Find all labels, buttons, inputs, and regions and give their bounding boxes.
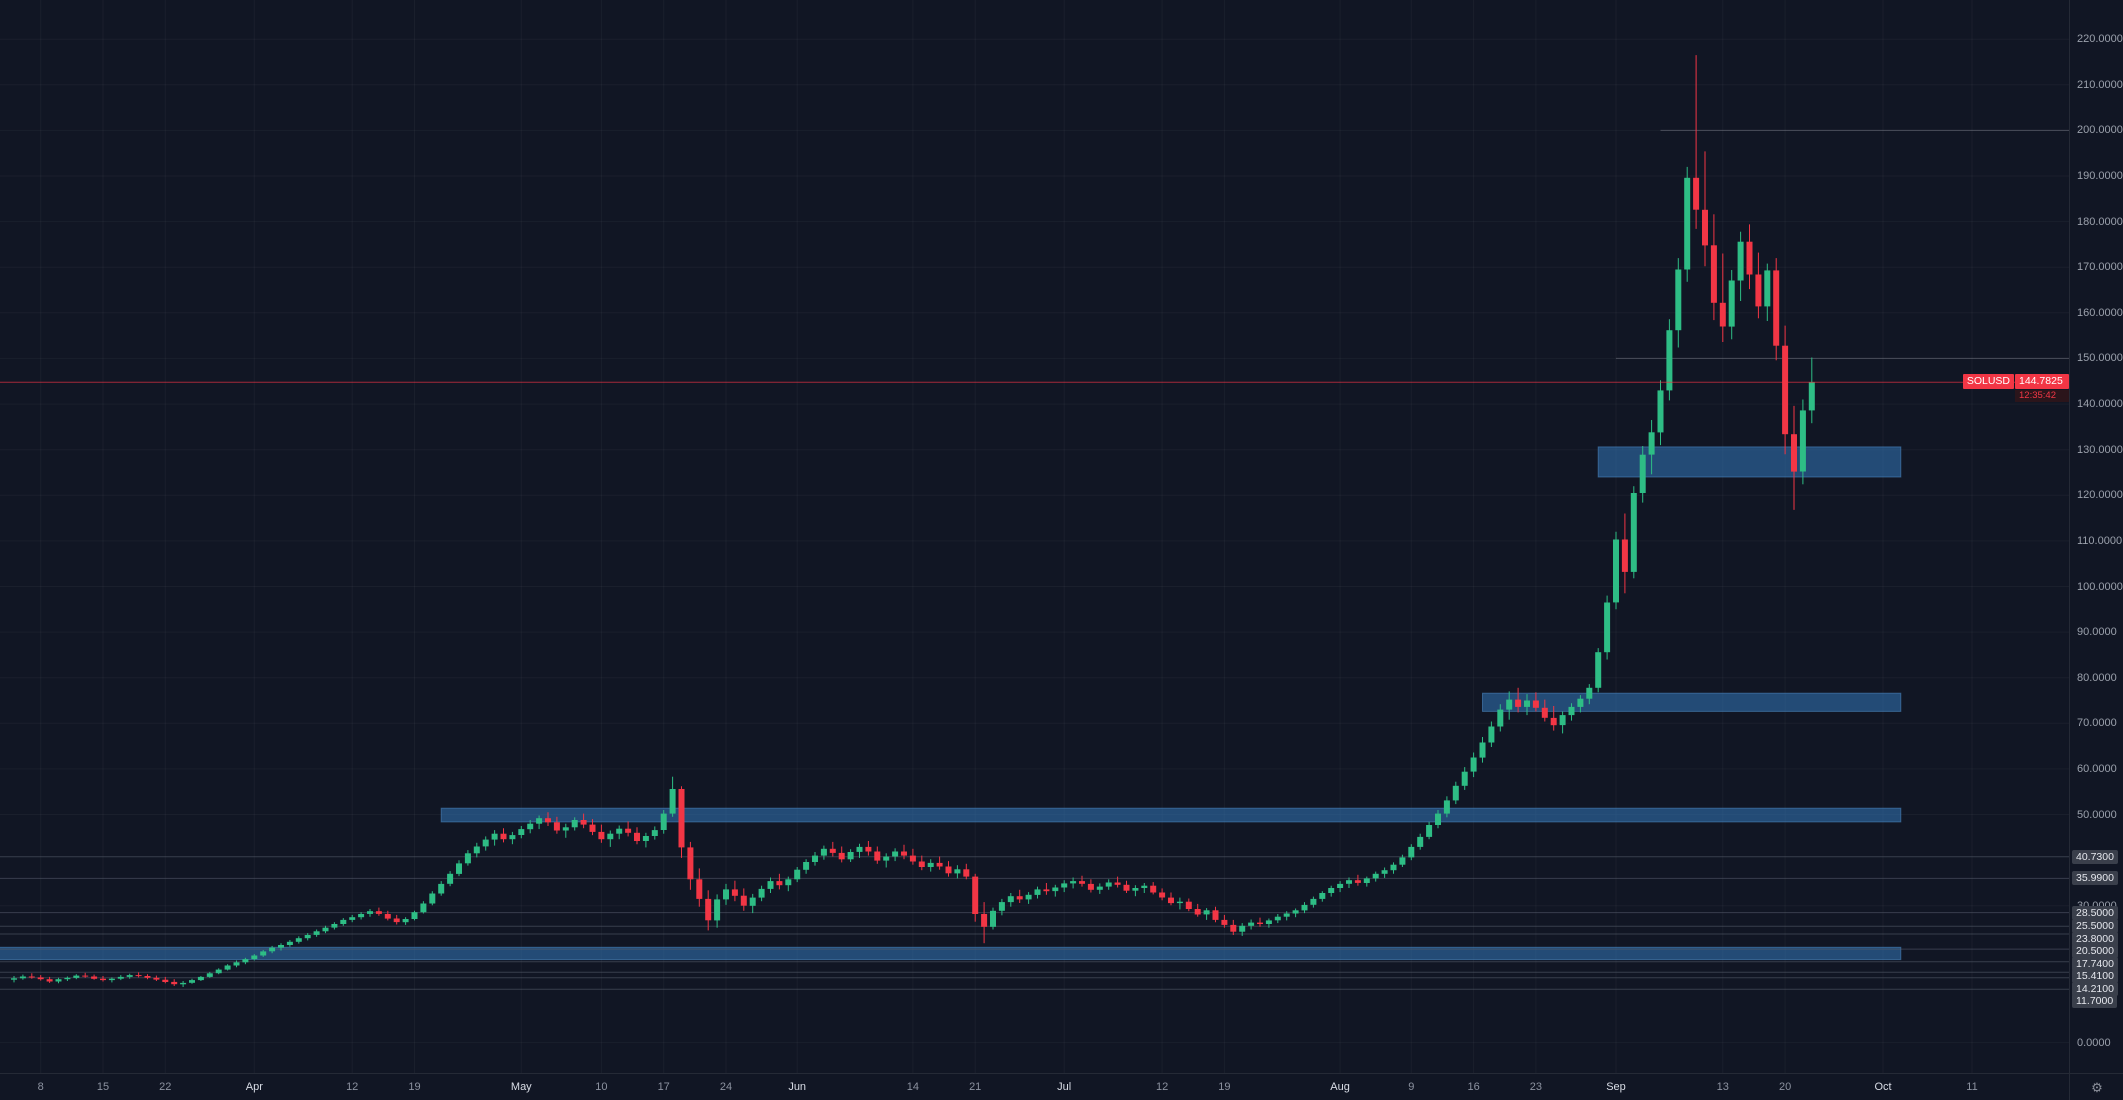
time-axis-week-label: 16 xyxy=(1467,1081,1480,1093)
level-price-badge[interactable]: 28.5000 xyxy=(2072,905,2118,920)
price-axis-label: 190.0000 xyxy=(2077,170,2123,182)
price-axis-label: 200.0000 xyxy=(2077,124,2123,137)
time-axis-month-label: Oct xyxy=(1874,1081,1892,1093)
time-axis-week-label: 19 xyxy=(408,1081,421,1093)
level-price-badge[interactable]: 20.5000 xyxy=(2072,944,2118,959)
symbol-label: SOLUSD xyxy=(1962,374,2014,390)
price-axis-label: 110.0000 xyxy=(2077,534,2123,547)
time-axis-week-label: 13 xyxy=(1716,1081,1729,1093)
price-axis-label: 220.0000 xyxy=(2077,33,2123,46)
candles xyxy=(11,55,1815,987)
level-price-badge[interactable]: 40.7300 xyxy=(2072,849,2118,864)
price-axis-label: 140.0000 xyxy=(2077,398,2123,411)
time-axis-week-label: 24 xyxy=(719,1081,733,1093)
ray-lines[interactable] xyxy=(1616,129,2069,359)
level-price-badge[interactable]: 14.2100 xyxy=(2072,981,2118,996)
time-axis-week-label: 22 xyxy=(159,1081,172,1093)
price-axis-label: 170.0000 xyxy=(2077,261,2123,274)
time-axis-month-label: Aug xyxy=(1330,1081,1350,1093)
time-axis-week-label: 11 xyxy=(1966,1081,1978,1093)
time-axis-week-label: 8 xyxy=(37,1081,44,1093)
time-axis-month-label: Jun xyxy=(788,1081,807,1093)
time-axis-week-label: 20 xyxy=(1778,1081,1792,1093)
gridlines xyxy=(0,0,2069,1073)
price-axis-label: 80.0000 xyxy=(2077,671,2117,684)
time-axis-week-label: 19 xyxy=(1218,1081,1231,1093)
time-axis-month-label: May xyxy=(510,1081,532,1093)
price-chart-pane[interactable]: SOLUSD 144.7825 12:35:42 xyxy=(0,0,2069,1073)
price-axis-label: 180.0000 xyxy=(2077,215,2123,228)
level-price-badge[interactable]: 25.5000 xyxy=(2072,919,2118,934)
last-price-label: 144.7825 xyxy=(2015,374,2069,390)
price-axis-label: 50.0000 xyxy=(2077,808,2117,821)
price-axis-label: 150.0000 xyxy=(2077,352,2123,365)
time-axis-week-label: 21 xyxy=(969,1081,982,1093)
price-axis-label: 130.0000 xyxy=(2077,443,2123,456)
price-axis-label: 160.0000 xyxy=(2077,306,2123,319)
time-axis-week-label: 17 xyxy=(657,1081,670,1093)
level-price-badge[interactable]: 23.8000 xyxy=(2072,931,2118,946)
time-axis-week-label: 9 xyxy=(1408,1081,1415,1093)
time-axis[interactable]: 8 15 22 Apr 12 19 May 10 17 24 Jun 14 21 Jul 12 19 Aug 9 1… xyxy=(0,1073,2123,1100)
time-axis-week-label: 12 xyxy=(1155,1081,1169,1093)
time-axis-month-label: Sep xyxy=(1606,1081,1626,1093)
time-axis-week-label: 10 xyxy=(595,1081,608,1093)
axis-corner: ⚙ xyxy=(2069,1073,2123,1100)
time-axis-month-label: Apr xyxy=(245,1081,263,1093)
current-price-flag[interactable]: SOLUSD 144.7825 xyxy=(1962,374,2069,390)
level-price-badge[interactable]: 17.7400 xyxy=(2072,956,2118,971)
price-axis-label: 60.0000 xyxy=(2077,762,2117,775)
price-axis-label: 100.0000 xyxy=(2077,580,2123,593)
level-price-badge[interactable]: 15.4100 xyxy=(2072,969,2118,984)
level-lines[interactable] xyxy=(0,856,2069,990)
zone-rect xyxy=(440,807,1902,823)
time-axis-week-label: 23 xyxy=(1529,1081,1543,1093)
settings-icon[interactable]: ⚙ xyxy=(2091,1079,2103,1095)
time-axis-week-label: 14 xyxy=(906,1081,920,1093)
price-axis-label: 0.0000 xyxy=(2077,1036,2111,1049)
bar-countdown: 12:35:42 xyxy=(2015,389,2069,402)
price-axis[interactable]: 220.0000 210.0000 200.0000 190.0000 180.0000… xyxy=(2069,0,2123,1073)
zone-rectangles[interactable] xyxy=(0,446,1902,961)
time-axis-week-label: 12 xyxy=(346,1081,359,1093)
time-axis-month-label: Jul xyxy=(1057,1081,1072,1093)
zone-rect xyxy=(0,946,1902,961)
price-axis-label: 210.0000 xyxy=(2077,78,2123,91)
level-price-badge[interactable]: 35.9900 xyxy=(2072,871,2118,886)
time-axis-week-label: 15 xyxy=(96,1081,110,1093)
price-axis-label: 90.0000 xyxy=(2077,626,2117,639)
candlestick-canvas xyxy=(0,0,2069,1073)
level-price-badge[interactable]: 11.7000 xyxy=(2072,994,2118,1009)
price-axis-label: 120.0000 xyxy=(2077,489,2123,502)
price-axis-label: 70.0000 xyxy=(2077,717,2117,730)
